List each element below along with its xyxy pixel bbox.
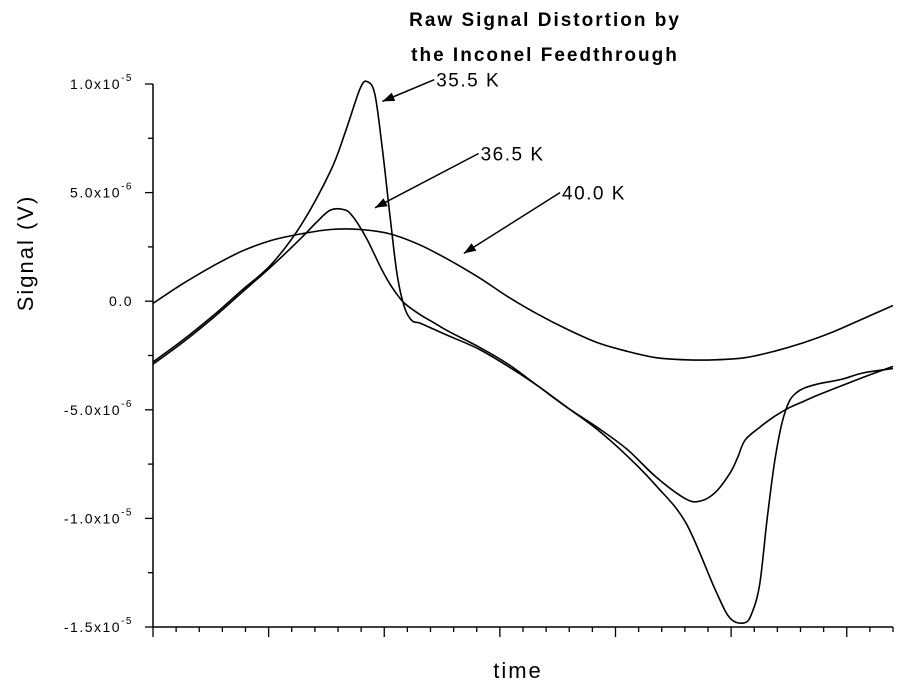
y-tick-label: -5.0x10-6 [64,399,133,418]
y-tick-label: 5.0x10-6 [70,182,133,201]
annotations: 35.5 K 36.5 K 40.0 K [374,71,626,255]
annotation-arrowhead [463,243,477,254]
annotation-arrow [463,191,561,255]
series-line-40-0-k [152,228,894,361]
y-tick-mantissa: -1.0x10 [64,510,121,526]
ticks: 1.0x10-55.0x10-60.0-5.0x10-6-1.0x10-5-1.… [64,73,894,637]
series-line-36-5-k [152,207,894,503]
y-tick-exponent: -5 [121,616,133,627]
y-tick-mantissa: 1.0x10 [70,76,121,92]
y-tick-mantissa: -1.5x10 [64,619,121,635]
y-tick-exponent: -5 [121,507,133,518]
y-tick-mantissa: 5.0x10 [70,185,121,201]
y-tick-exponent: -5 [121,73,133,84]
chart-title-line-1: Raw Signal Distortion by [409,10,681,31]
y-tick-label: 1.0x10-5 [70,73,133,92]
series-group [152,80,894,624]
y-tick-mantissa: -5.0x10 [64,402,121,418]
y-tick-label: -1.0x10-5 [64,507,133,526]
y-tick-mantissa: 0.0 [109,293,133,309]
chart-title-line-2: the Inconel Feedthrough [411,45,679,66]
annotation-label: 35.5 K [436,71,500,92]
y-tick-label: -1.5x10-5 [64,616,133,635]
annotation-arrowhead [382,92,396,102]
y-tick-exponent: -6 [121,399,133,410]
y-tick-exponent: -6 [121,182,133,193]
annotation-label: 36.5 K [481,145,545,166]
x-axis-label: time [493,658,543,683]
annotation-arrowhead [375,198,388,208]
y-tick-label: 0.0 [109,293,133,309]
annotation-arrow [374,152,479,209]
annotation-label: 40.0 K [562,184,626,205]
y-axis-label: Signal (V) [13,195,38,312]
